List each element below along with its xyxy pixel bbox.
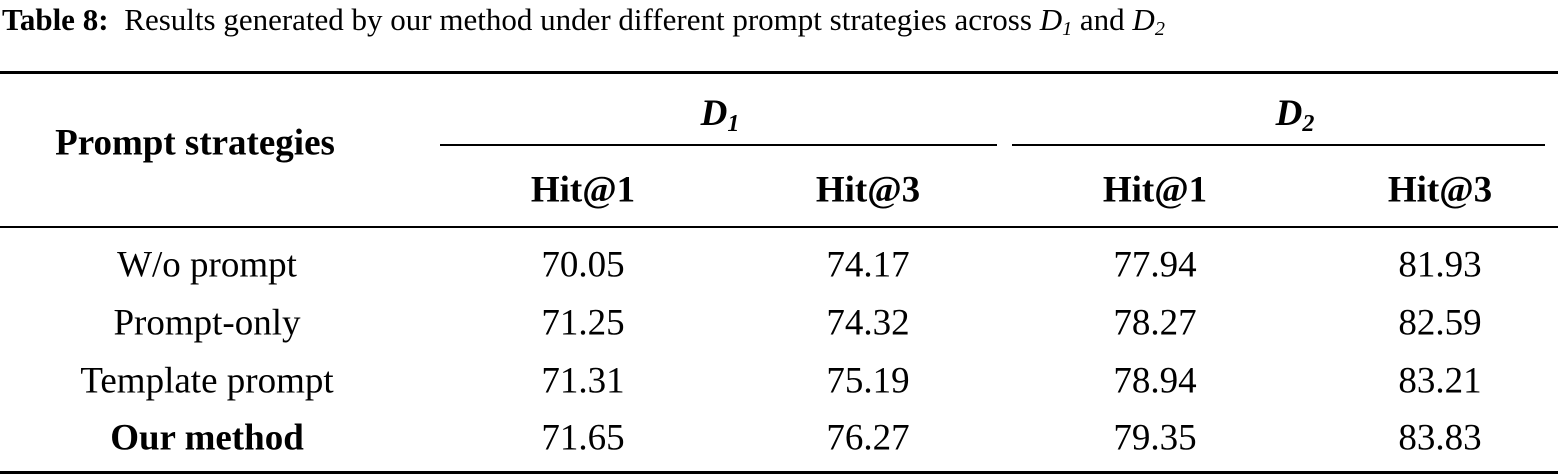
value-cell: 82.59 [1398, 302, 1482, 344]
caption: Table 8: Results generated by our method… [2, 2, 1165, 41]
caption-text: Results generated by our method under di… [124, 2, 1032, 37]
top-rule [0, 71, 1558, 74]
caption-d2-sub: 2 [1154, 18, 1165, 41]
group-sub: 1 [727, 111, 740, 137]
value-cell: 71.25 [541, 302, 625, 344]
group-rule [440, 144, 997, 146]
row-label: Our method [110, 417, 304, 459]
mid-rule [0, 226, 1558, 228]
caption-label: Table 8: [2, 2, 109, 37]
value-cell: 71.65 [541, 417, 625, 459]
value-cell: 76.27 [826, 417, 910, 459]
row-label: W/o prompt [117, 244, 297, 286]
value-cell: 75.19 [826, 360, 910, 402]
group-rule [1012, 144, 1545, 146]
caption-and: and [1079, 2, 1125, 37]
row-label: Template prompt [80, 360, 334, 402]
row-header: Prompt strategies [55, 122, 335, 164]
value-cell: 81.93 [1398, 244, 1482, 286]
metric-header: Hit@3 [1387, 169, 1493, 211]
caption-d2-letter: D [1132, 2, 1155, 37]
caption-d1: D1 [1039, 2, 1073, 41]
value-cell: 83.21 [1398, 360, 1482, 402]
metric-header: Hit@1 [1102, 169, 1208, 211]
value-cell: 78.94 [1113, 360, 1197, 402]
caption-d1-sub: 1 [1062, 18, 1073, 41]
group-sub: 2 [1302, 111, 1315, 137]
group-name: D1 [700, 93, 740, 137]
group-header: D1 [701, 92, 740, 138]
group-letter: D [700, 93, 728, 134]
value-cell: 74.17 [826, 244, 910, 286]
value-cell: 77.94 [1113, 244, 1197, 286]
value-cell: 78.27 [1113, 302, 1197, 344]
bottom-rule [0, 471, 1558, 474]
caption-d2: D2 [1132, 2, 1165, 41]
metric-header: Hit@3 [815, 169, 921, 211]
group-letter: D [1275, 93, 1303, 134]
value-cell: 83.83 [1398, 417, 1482, 459]
value-cell: 71.31 [541, 360, 625, 402]
caption-d1-letter: D [1039, 2, 1063, 37]
metric-header: Hit@1 [530, 169, 636, 211]
row-label: Prompt-only [113, 302, 301, 344]
group-header: D2 [1276, 92, 1315, 138]
value-cell: 74.32 [826, 302, 910, 344]
value-cell: 79.35 [1113, 417, 1197, 459]
value-cell: 70.05 [541, 244, 625, 286]
group-name: D2 [1275, 93, 1315, 137]
